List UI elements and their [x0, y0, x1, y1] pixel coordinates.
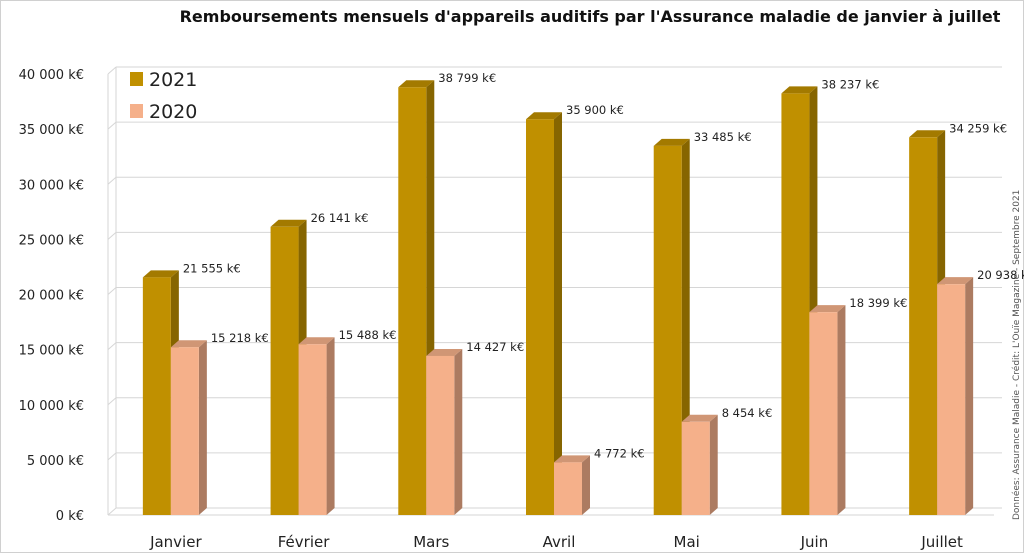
data-label-2021: 34 259 k€ — [949, 121, 1007, 135]
data-label-2020: 20 938 k€ — [977, 268, 1024, 282]
bar-2021-front — [781, 93, 810, 515]
data-label-2021: 38 799 k€ — [438, 71, 496, 85]
bar-2020-front — [554, 462, 582, 515]
grid-line-depth — [107, 507, 117, 516]
bar-2021-top — [142, 270, 179, 278]
bar-2021-top — [653, 138, 690, 146]
y-tick-label: 35 000 k€ — [19, 123, 84, 138]
y-tick-label: 5 000 k€ — [27, 454, 84, 469]
data-label-2021: 33 485 k€ — [694, 130, 752, 144]
legend-swatch-2020 — [130, 104, 143, 118]
x-category-label: Avril — [543, 533, 576, 551]
data-label-2020: 15 488 k€ — [339, 328, 397, 342]
data-label-2020: 4 772 k€ — [594, 446, 645, 460]
grid-line-depth — [107, 66, 117, 75]
bar-2020-top — [809, 305, 846, 313]
bar-2021 — [398, 80, 435, 515]
y-tick-label: 25 000 k€ — [19, 233, 84, 248]
x-category-label: Mars — [413, 533, 449, 551]
grid-line-depth — [107, 342, 117, 351]
bar-2020 — [426, 348, 463, 515]
y-tick-label: 40 000 k€ — [19, 68, 84, 83]
data-label-2021: 35 900 k€ — [566, 103, 624, 117]
y-tick-label: 30 000 k€ — [19, 178, 84, 193]
grid-line-depth — [107, 397, 117, 406]
x-category-label: Juin — [800, 533, 829, 551]
x-category-label: Juillet — [920, 533, 963, 551]
bar-2020-front — [426, 355, 455, 515]
bar-2021-top — [270, 219, 307, 227]
bar-2020-top — [426, 348, 463, 356]
grid-line-depth — [107, 121, 117, 130]
grid-line-depth — [107, 231, 117, 240]
bar-2020-side — [454, 348, 463, 515]
bar-2021-top — [781, 86, 818, 94]
bar-2021-front — [653, 145, 682, 515]
legend-swatch-2021 — [130, 72, 143, 86]
y-tick-label: 15 000 k€ — [19, 344, 84, 359]
legend-label-2020: 2020 — [149, 101, 197, 123]
grid-line-depth — [107, 287, 117, 295]
data-label-2020: 15 218 k€ — [211, 331, 269, 345]
bar-2021-front — [398, 87, 427, 515]
bar-2020 — [170, 340, 207, 515]
bar-2020-front — [681, 421, 710, 515]
bar-2021-top — [398, 80, 435, 88]
y-tick-label: 0 k€ — [56, 509, 84, 524]
bar-2020 — [809, 305, 846, 515]
bar-2020 — [554, 455, 590, 515]
bar-2021-top — [526, 112, 562, 120]
axes: 0 k€ 5 000 k€ 10 000 k€ 15 000 k€ 20 000 k€ 2… — [19, 67, 994, 551]
credit-text: Données: Assurance Maladie - Crédit: L'O… — [1011, 190, 1022, 520]
bar-2021-top — [909, 130, 946, 138]
bar-2020-top — [554, 455, 590, 463]
grid-line-depth — [107, 176, 117, 185]
bar-2020-front — [809, 312, 838, 515]
data-label-2020: 14 427 k€ — [466, 340, 524, 354]
x-category-label: Janvier — [149, 533, 202, 551]
bar-2020-side — [965, 277, 974, 515]
data-label-2020: 8 454 k€ — [722, 406, 773, 420]
legend: 2021 2020 — [130, 69, 197, 123]
data-label-2021: 26 141 k€ — [311, 211, 369, 225]
bar-2020-front — [170, 347, 199, 515]
grid-line-depth — [107, 452, 117, 461]
bar-2021-front — [526, 119, 554, 515]
data-label-2021: 38 237 k€ — [821, 77, 879, 91]
bar-2021 — [781, 86, 818, 515]
bar-2020-front — [937, 284, 966, 515]
bar-2021 — [526, 112, 562, 515]
bar-2020-top — [170, 340, 207, 348]
legend-label-2021: 2021 — [149, 69, 197, 91]
bar-2020-side — [709, 414, 718, 515]
bar-2020-side — [837, 305, 846, 515]
y-tick-label: 10 000 k€ — [19, 399, 84, 414]
bar-2021-front — [142, 277, 171, 515]
data-label-2020: 18 399 k€ — [849, 296, 907, 310]
bars — [142, 80, 974, 515]
chart-title: Remboursements mensuels d'appareils audi… — [180, 7, 1001, 26]
bar-2020 — [298, 337, 335, 515]
bar-2020-top — [681, 414, 718, 422]
bar-2020 — [937, 277, 974, 515]
data-labels: 21 555 k€ 15 218 k€ 26 141 k€ 15 488 k€ 38 7… — [183, 71, 1024, 460]
bar-2021-front — [909, 137, 938, 515]
x-category-label: Février — [278, 533, 330, 551]
x-category-label: Mai — [674, 533, 700, 551]
bar-2020-top — [298, 337, 335, 345]
bar-2020-front — [298, 344, 327, 515]
y-tick-label: 20 000 k€ — [19, 289, 84, 304]
bar-2020 — [681, 414, 718, 515]
bar-2021-side — [554, 112, 562, 515]
bar-2021-front — [270, 226, 299, 515]
bar-2020-top — [937, 277, 974, 285]
bar-2020-side — [198, 340, 207, 515]
bar-2020-side — [582, 455, 590, 515]
bar-2020-side — [326, 337, 335, 515]
data-label-2021: 21 555 k€ — [183, 261, 241, 275]
